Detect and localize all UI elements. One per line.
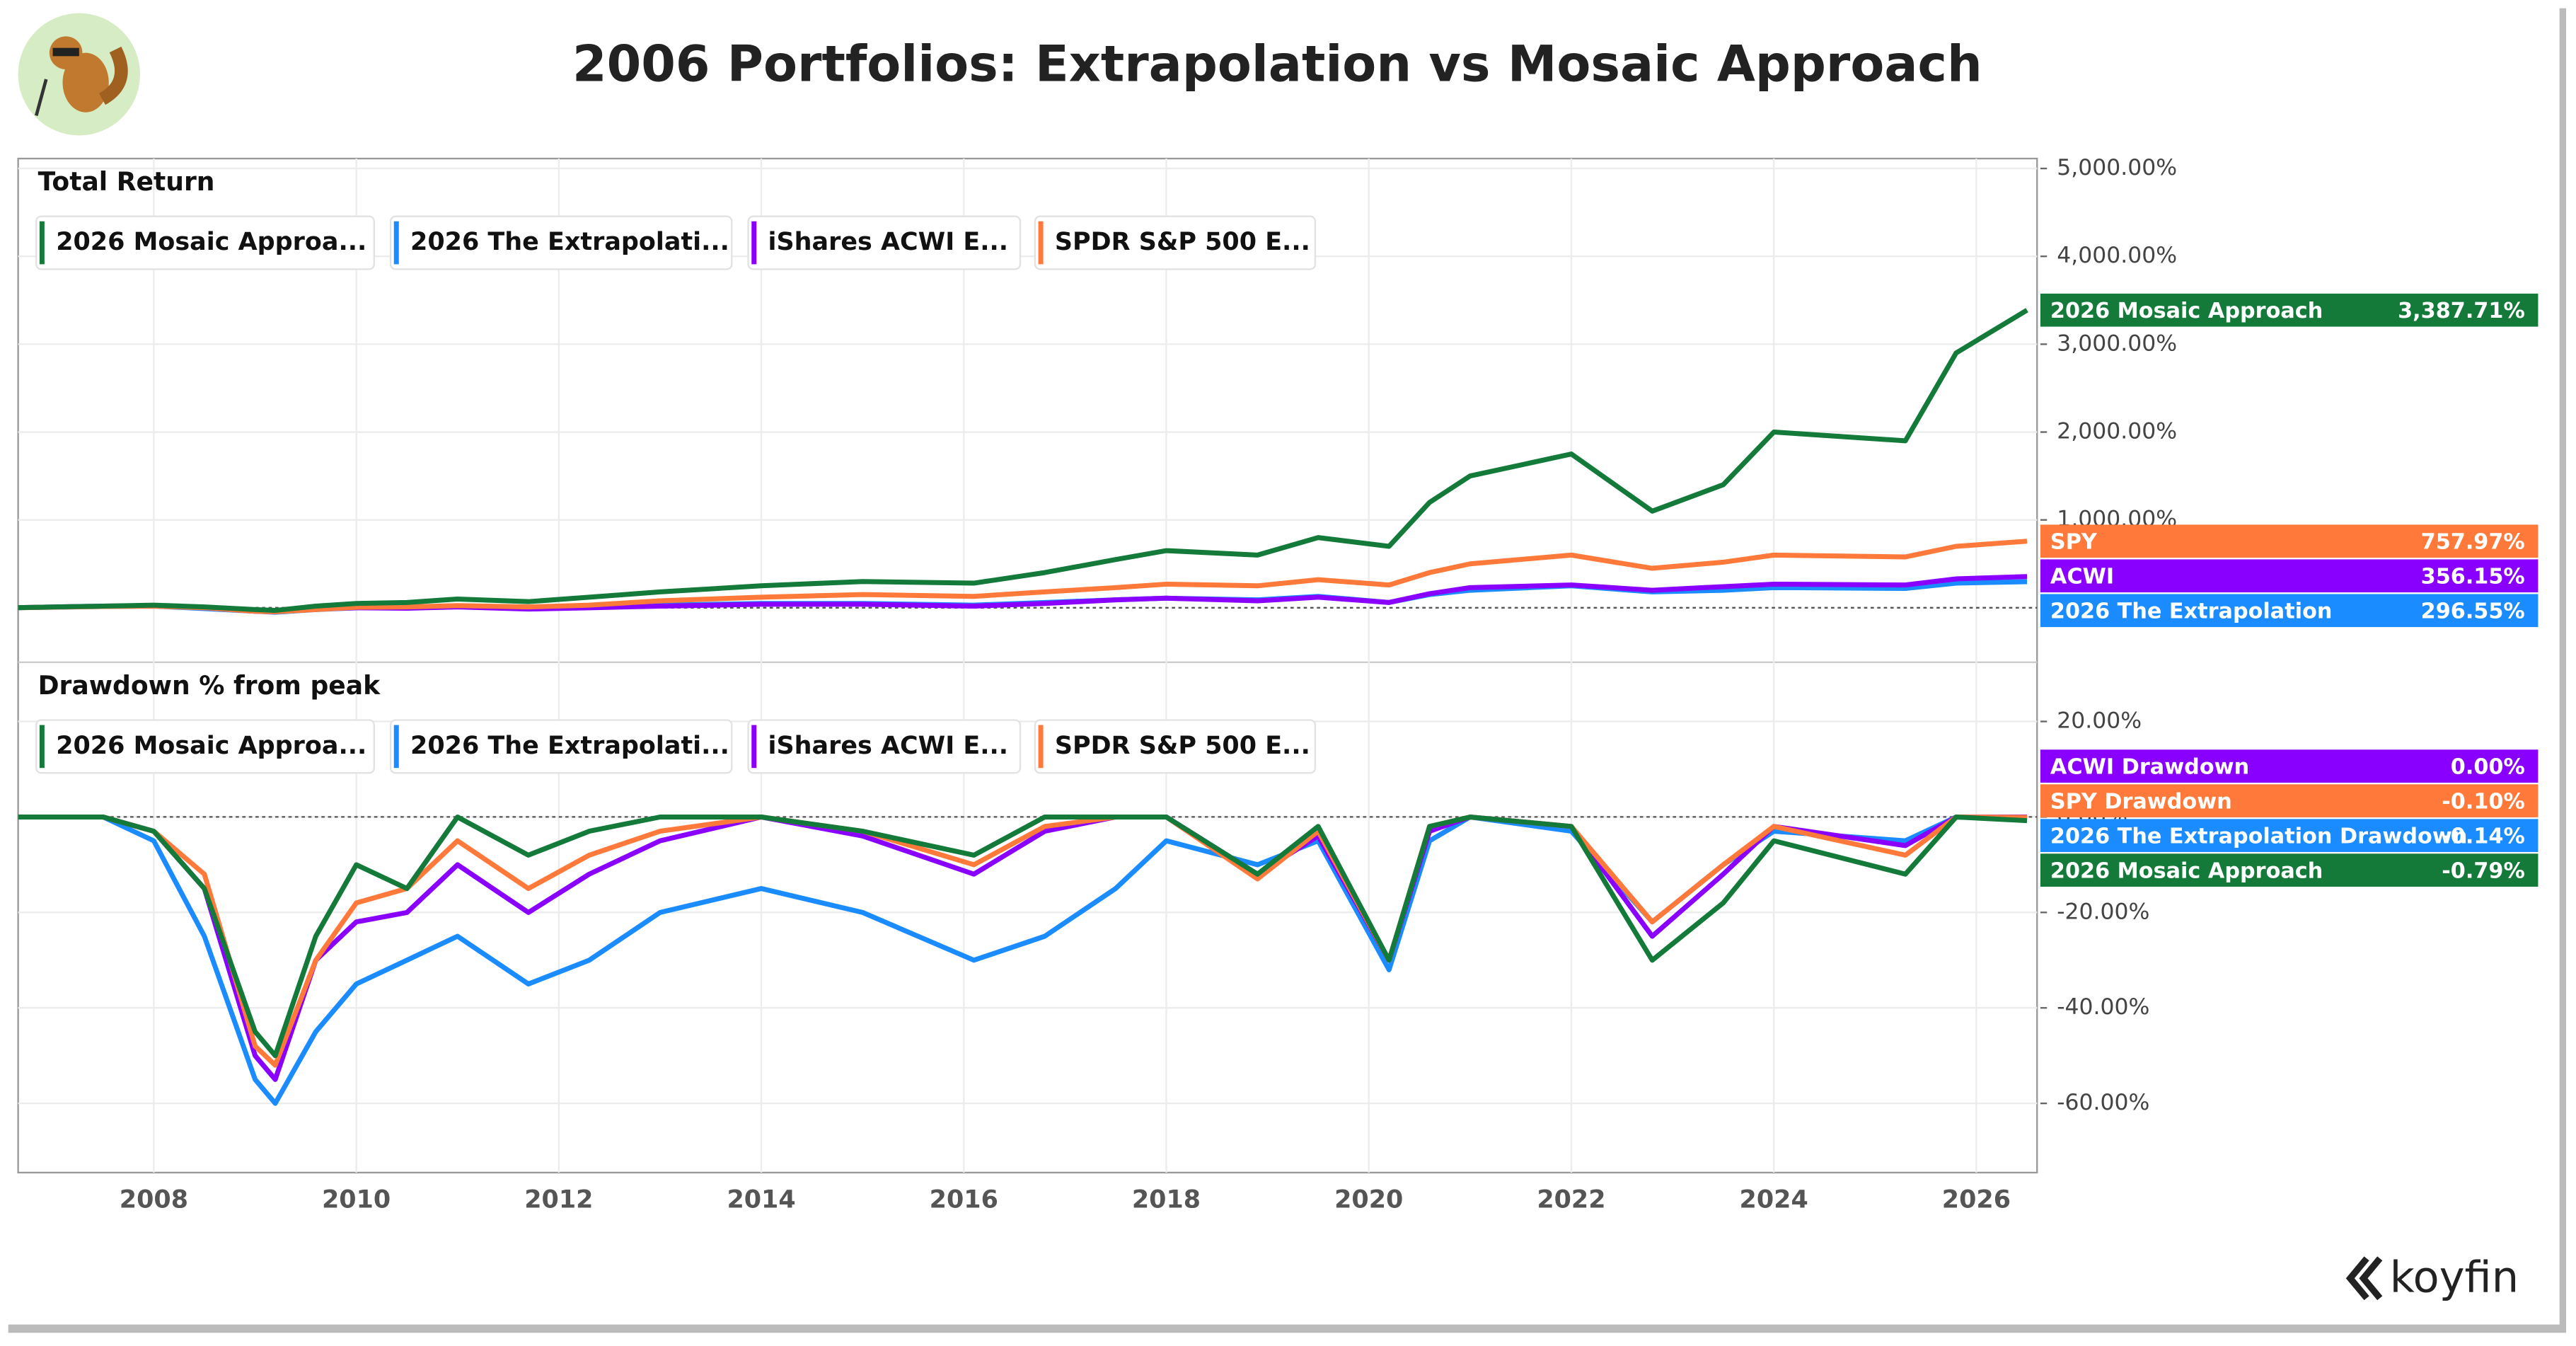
series-lines (18, 815, 2028, 1106)
end-tag (2040, 784, 2539, 817)
panel-title: Total Return (38, 166, 215, 197)
end-tag-name: 2026 The Extrapolation Drawdown (2050, 824, 2467, 849)
legend-swatch (1038, 725, 1044, 769)
panel-title: Drawdown % from peak (38, 670, 381, 701)
end-tag-value: 0.00% (2451, 754, 2525, 779)
end-tag-value: -0.14% (2442, 824, 2525, 849)
chart-title: 2006 Portfolios: Extrapolation vs Mosaic… (572, 36, 1982, 93)
legend-label: SPDR S&P 500 E... (1055, 228, 1310, 256)
end-tag-name: SPY Drawdown (2050, 789, 2232, 814)
x-tick-label: 2008 (120, 1186, 188, 1214)
end-tag-name: 2026 Mosaic Approach (2050, 299, 2323, 323)
end-tag-name: 2026 Mosaic Approach (2050, 858, 2323, 883)
legend-swatch (751, 725, 757, 769)
legend-swatch (393, 725, 399, 769)
x-tick-label: 2010 (322, 1186, 391, 1214)
legend-label: iShares ACWI E... (768, 732, 1009, 760)
legend-chip (35, 719, 375, 774)
end-tag-name: ACWI (2050, 565, 2114, 589)
legend-label: 2026 Mosaic Approa... (56, 732, 366, 760)
series-line (18, 308, 2028, 614)
end-tag (2040, 524, 2539, 558)
end-tag-value: 3,387.71% (2398, 299, 2525, 323)
legend-label: 2026 Mosaic Approa... (56, 228, 366, 256)
x-tick-label: 2012 (524, 1186, 593, 1214)
legend-label: 2026 The Extrapolati... (410, 228, 729, 256)
brand: koyfin (2345, 1253, 2519, 1302)
x-tick-label: 2020 (1334, 1186, 1403, 1214)
end-tag-name: SPY (2050, 530, 2098, 555)
legend-chip (35, 215, 375, 270)
avatar (18, 13, 141, 136)
end-tag-value: 757.97% (2421, 530, 2525, 555)
legend-label: SPDR S&P 500 E... (1055, 732, 1310, 760)
end-tag-name: 2026 The Extrapolation (2050, 599, 2333, 624)
brand-name: koyfin (2390, 1253, 2519, 1302)
x-tick-label: 2018 (1132, 1186, 1201, 1214)
end-tag (2040, 293, 2539, 327)
end-tag-value: -0.10% (2442, 789, 2525, 814)
series-line (18, 815, 2028, 1059)
y-tick-label: 20.00% (2057, 708, 2142, 733)
y-tick-label: 4,000.00% (2057, 243, 2177, 268)
legend-chip (747, 215, 1022, 270)
y-tick-label: 3,000.00% (2057, 330, 2177, 356)
series-line (18, 815, 2028, 1068)
legend-swatch (1038, 221, 1044, 265)
end-tag (2040, 594, 2539, 628)
y-tick-label: 2,000.00% (2057, 419, 2177, 444)
end-tag-value: 296.55% (2421, 599, 2525, 624)
end-tag-value: 356.15% (2421, 565, 2525, 589)
end-tag (2040, 749, 2539, 783)
legend-label: 2026 The Extrapolati... (410, 732, 729, 760)
legend-label: iShares ACWI E... (768, 228, 1009, 256)
end-tag-name: ACWI Drawdown (2050, 754, 2249, 779)
end-tag (2040, 559, 2539, 593)
legend-chip (1034, 215, 1317, 270)
plot-frame (17, 157, 2038, 1174)
legend-swatch (39, 221, 45, 265)
x-tick-label: 2024 (1740, 1186, 1808, 1214)
x-tick-label: 2016 (930, 1186, 998, 1214)
legend-chip (389, 719, 733, 774)
end-tag-value: -0.79% (2442, 858, 2525, 883)
end-tag (2040, 853, 2539, 887)
y-tick-label: -20.00% (2057, 899, 2149, 924)
series-lines (18, 308, 2028, 615)
end-tag (2040, 819, 2539, 852)
x-tick-label: 2026 (1942, 1186, 2011, 1214)
y-tick-label: -40.00% (2057, 994, 2149, 1020)
series-line (18, 815, 2028, 1082)
y-tick-label: -60.00% (2057, 1090, 2149, 1115)
legend-chip (747, 719, 1022, 774)
charts: 1,000.00%2,000.00%3,000.00%4,000.00%5,00… (18, 155, 2539, 1214)
legend-chip (389, 215, 733, 270)
legend-swatch (393, 221, 399, 265)
y-tick-label: 5,000.00% (2057, 155, 2177, 180)
legend-swatch (751, 221, 757, 265)
legend-swatch (39, 725, 45, 769)
x-tick-label: 2022 (1537, 1186, 1605, 1214)
x-tick-label: 2014 (727, 1186, 795, 1214)
legend-chip (1034, 719, 1317, 774)
